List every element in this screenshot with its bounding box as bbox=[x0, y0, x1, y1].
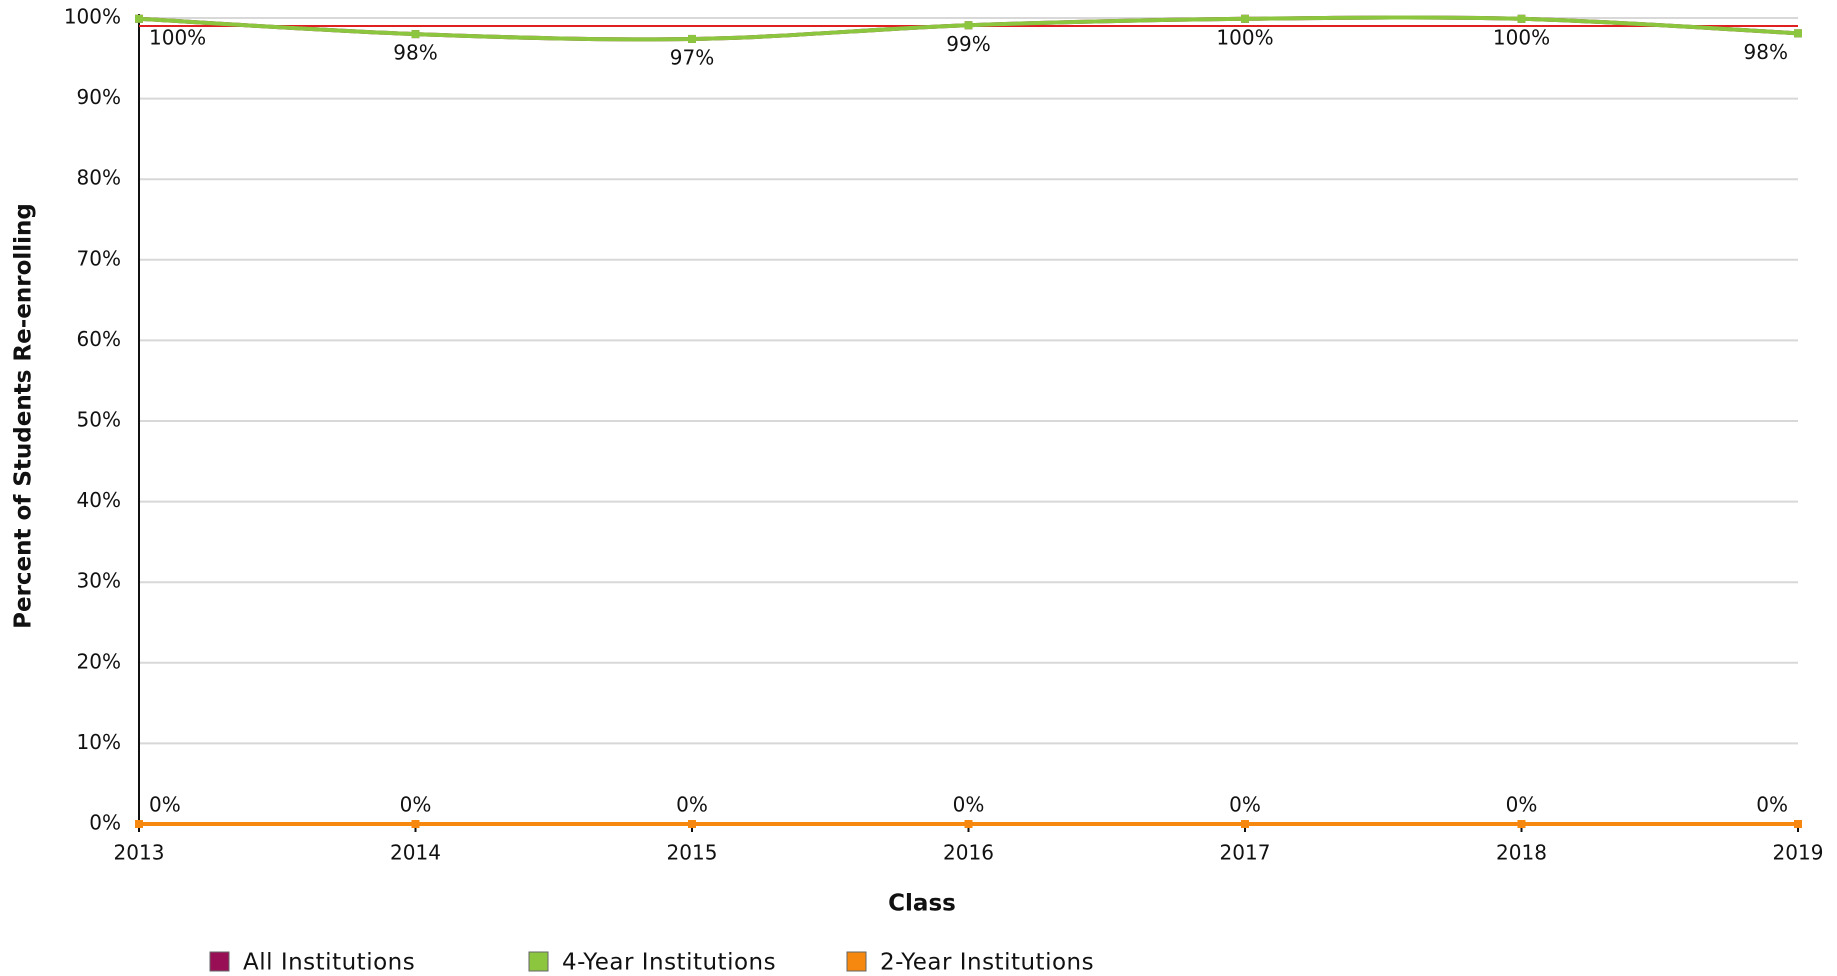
y-tick-label: 90% bbox=[77, 85, 121, 109]
x-tick-label: 2018 bbox=[1496, 841, 1547, 865]
point bbox=[964, 820, 973, 828]
data-label: 100% bbox=[1493, 25, 1550, 49]
x-axis-title: Class bbox=[888, 891, 956, 917]
y-axis-title: Percent of Students Re-enrolling bbox=[11, 203, 37, 629]
legend-swatch bbox=[846, 951, 867, 972]
y-tick-label: 30% bbox=[77, 569, 121, 593]
data-label: 0% bbox=[953, 793, 985, 817]
x-tick-label: 2015 bbox=[667, 841, 718, 865]
point bbox=[1517, 820, 1526, 828]
point bbox=[1794, 29, 1802, 38]
point bbox=[411, 30, 420, 39]
point bbox=[1241, 14, 1249, 23]
y-tick-label: 40% bbox=[77, 488, 121, 512]
y-tick-label: 100% bbox=[64, 5, 121, 29]
data-label: 97% bbox=[670, 45, 714, 69]
data-label: 0% bbox=[676, 793, 708, 817]
x-tick-label: 2013 bbox=[114, 841, 165, 865]
y-tick-label: 0% bbox=[89, 811, 121, 835]
x-tick-label: 2014 bbox=[390, 841, 441, 865]
y-tick-label: 60% bbox=[77, 327, 121, 351]
data-label: 100% bbox=[149, 25, 206, 49]
legend-swatch bbox=[209, 951, 230, 972]
legend-swatch bbox=[528, 951, 549, 972]
data-label: 98% bbox=[1744, 40, 1788, 64]
y-tick-label: 80% bbox=[77, 166, 121, 190]
point bbox=[964, 21, 973, 30]
point bbox=[1794, 820, 1802, 828]
legend-label: 4-Year Institutions bbox=[562, 950, 776, 976]
y-tick-label: 20% bbox=[77, 649, 121, 673]
data-label: 0% bbox=[1506, 793, 1538, 817]
point bbox=[411, 820, 420, 828]
y-tick-label: 70% bbox=[77, 246, 121, 270]
data-label: 0% bbox=[149, 793, 181, 817]
y-tick-label: 10% bbox=[77, 730, 121, 754]
x-tick-label: 2019 bbox=[1773, 841, 1824, 865]
legend-label: 2-Year Institutions bbox=[880, 950, 1094, 976]
data-label: 0% bbox=[1229, 793, 1261, 817]
y-tick-label: 50% bbox=[77, 408, 121, 432]
point bbox=[1241, 820, 1249, 828]
point bbox=[688, 34, 696, 43]
legend-label: All Institutions bbox=[243, 950, 415, 976]
point bbox=[135, 820, 143, 828]
data-label: 100% bbox=[1216, 25, 1273, 49]
data-label: 99% bbox=[946, 32, 990, 56]
point bbox=[688, 820, 696, 828]
point bbox=[135, 14, 143, 23]
point bbox=[1517, 14, 1526, 23]
x-tick-label: 2016 bbox=[943, 841, 994, 865]
data-label: 0% bbox=[1756, 793, 1788, 817]
data-label: 98% bbox=[393, 41, 437, 65]
x-tick-label: 2017 bbox=[1220, 841, 1271, 865]
data-label: 0% bbox=[400, 793, 432, 817]
